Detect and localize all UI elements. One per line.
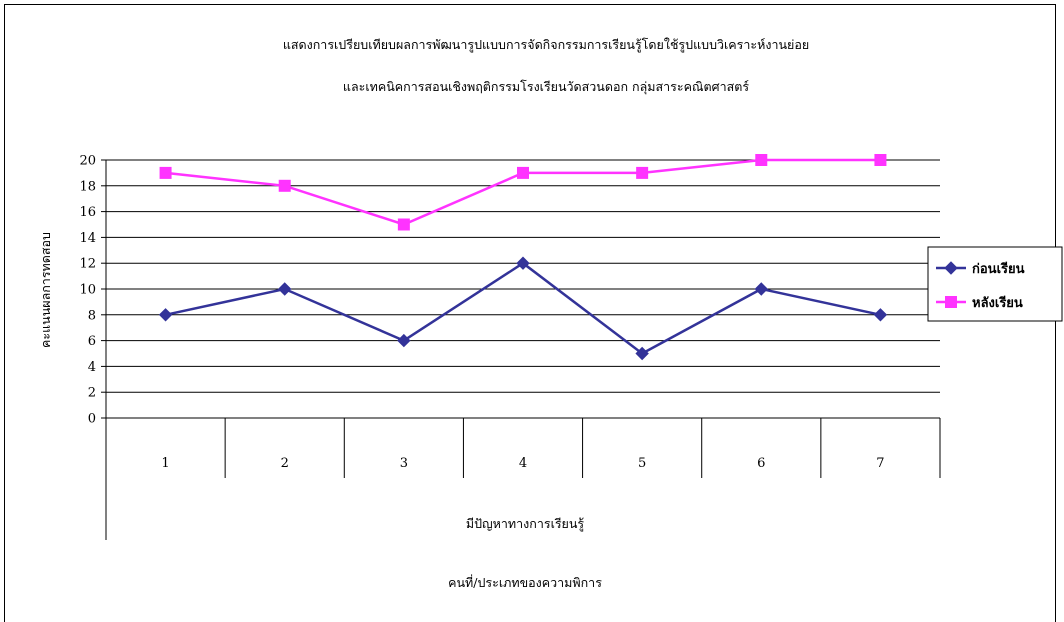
diamond-marker bbox=[944, 261, 958, 275]
series-layer bbox=[158, 154, 888, 361]
gridlines bbox=[106, 159, 940, 419]
legend-item: ก่อนเรียน bbox=[936, 261, 1025, 277]
y-tick-label: 14 bbox=[79, 231, 96, 246]
x-tick-label: 1 bbox=[161, 456, 169, 471]
legend-label: ก่อนเรียน bbox=[972, 261, 1025, 277]
x-tick-labels: 1 2 3 4 5 6 7 bbox=[161, 456, 884, 471]
diamond-marker bbox=[873, 308, 888, 322]
diamond-marker bbox=[397, 333, 411, 348]
square-marker bbox=[397, 218, 410, 231]
x-tick-label: 2 bbox=[281, 456, 289, 471]
square-marker bbox=[636, 166, 649, 179]
series-2 bbox=[159, 154, 887, 231]
x-tick-label: 6 bbox=[757, 456, 765, 471]
diamond-marker bbox=[754, 282, 768, 296]
y-tick-label: 6 bbox=[88, 334, 96, 349]
x-axis-label-line-2: คนที่/ประเภทของความพิการ bbox=[448, 574, 602, 590]
diamond-marker bbox=[158, 308, 173, 322]
y-axis-label: คะแนนผลการทดสอบ bbox=[38, 232, 53, 348]
diamond-marker bbox=[516, 256, 530, 270]
legend-item: หลังเรียน bbox=[936, 295, 1023, 311]
square-marker bbox=[874, 154, 887, 166]
y-tick-label: 18 bbox=[79, 179, 96, 194]
square-marker bbox=[517, 166, 529, 179]
series-1 bbox=[158, 256, 888, 361]
x-tick-label: 7 bbox=[876, 456, 884, 471]
square-marker bbox=[945, 296, 957, 308]
legend-box bbox=[927, 246, 1063, 322]
chart-title-line-1: แสดงการเปรียบเทียบผลการพัฒนารูปแบบการจัด… bbox=[283, 37, 809, 53]
y-tick-label: 0 bbox=[88, 412, 96, 427]
y-tick-label: 12 bbox=[79, 257, 96, 272]
axes bbox=[101, 159, 941, 540]
diamond-marker bbox=[635, 346, 649, 361]
y-tick-label: 10 bbox=[79, 283, 96, 298]
legend-label: หลังเรียน bbox=[972, 295, 1023, 311]
y-tick-label: 2 bbox=[88, 386, 96, 401]
series-line bbox=[165, 261, 881, 355]
x-axis-label-line-1: มีปัญหาทางการเรียนรู้ bbox=[466, 516, 585, 532]
y-tick-label: 8 bbox=[88, 308, 96, 323]
x-tick-label: 4 bbox=[519, 456, 527, 471]
chart-title-line-2: และเทคนิคการสอนเชิงพฤติกรรมโรงเรียนวัดสว… bbox=[343, 79, 749, 95]
square-marker bbox=[755, 154, 768, 166]
x-tick-label: 5 bbox=[638, 456, 646, 471]
y-tick-label: 4 bbox=[88, 360, 96, 375]
y-tick-labels: 0 2 4 6 8 10 12 14 16 18 20 bbox=[79, 154, 96, 427]
y-tick-label: 16 bbox=[79, 205, 96, 220]
diamond-marker bbox=[278, 282, 292, 296]
y-tick-label: 20 bbox=[79, 154, 96, 169]
x-tick-label: 3 bbox=[400, 456, 408, 471]
square-marker bbox=[159, 166, 172, 179]
square-marker bbox=[278, 179, 291, 192]
